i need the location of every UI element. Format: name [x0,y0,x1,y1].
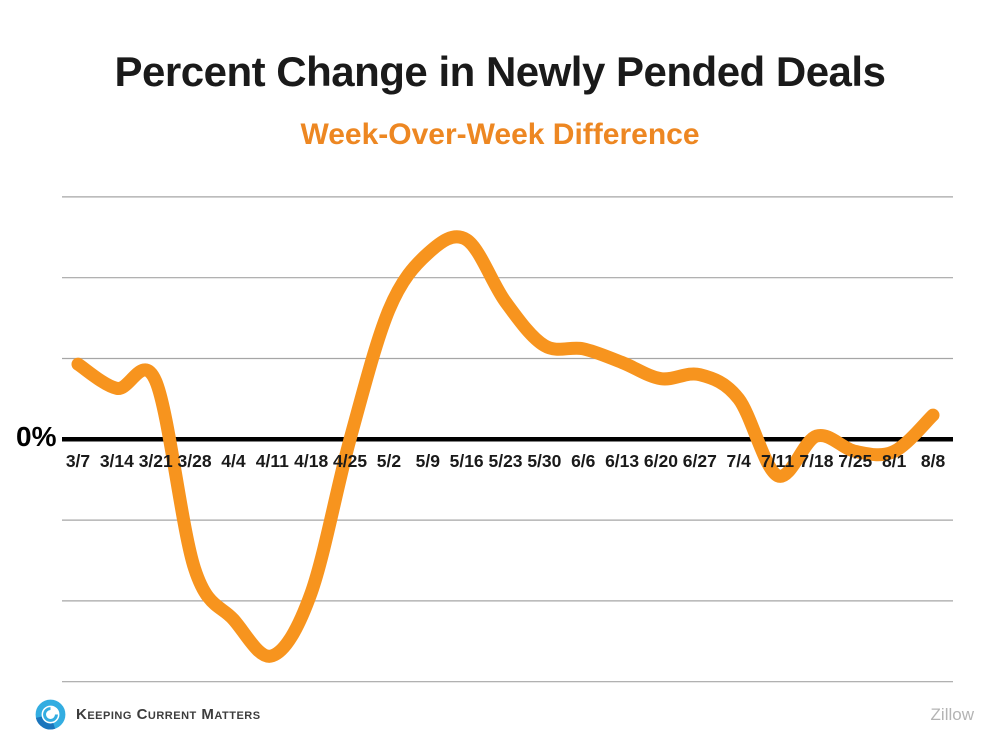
x-tick-label: 6/20 [644,451,678,471]
x-tick-label: 5/23 [488,451,522,471]
x-tick-label: 6/13 [605,451,639,471]
x-tick-label: 4/18 [294,451,328,471]
x-tick-label: 5/2 [377,451,402,471]
x-tick-label: 8/8 [921,451,946,471]
trend-line [71,230,940,663]
x-tick-label: 6/27 [683,451,717,471]
x-tick-label: 5/9 [416,451,441,471]
x-tick-label: 5/30 [527,451,561,471]
x-tick-label: 7/18 [799,451,833,471]
x-tick-label: 3/21 [139,451,173,471]
kcm-logo: Keeping Current Matters [34,698,261,731]
x-tick-label: 5/16 [450,451,484,471]
x-tick-label: 4/4 [221,451,246,471]
x-tick-label: 8/1 [882,451,907,471]
x-tick-label: 4/25 [333,451,367,471]
y-axis-zero-label: 0% [16,421,57,452]
x-tick-label: 3/14 [100,451,134,471]
x-tick-label: 7/4 [727,451,752,471]
x-tick-label: 6/6 [571,451,596,471]
kcm-swirl-icon [35,699,66,730]
kcm-logo-text: Keeping Current Matters [76,706,261,723]
source-label: Zillow [930,705,974,724]
x-tick-label: 7/11 [761,451,794,471]
x-tick-label: 3/7 [66,451,90,471]
page-subtitle: Week-Over-Week Difference [300,118,700,151]
x-tick-label: 7/25 [838,451,872,471]
page-title: Percent Change in Newly Pended Deals [114,48,886,95]
x-tick-label: 4/11 [256,451,289,471]
x-tick-label: 3/28 [178,451,212,471]
